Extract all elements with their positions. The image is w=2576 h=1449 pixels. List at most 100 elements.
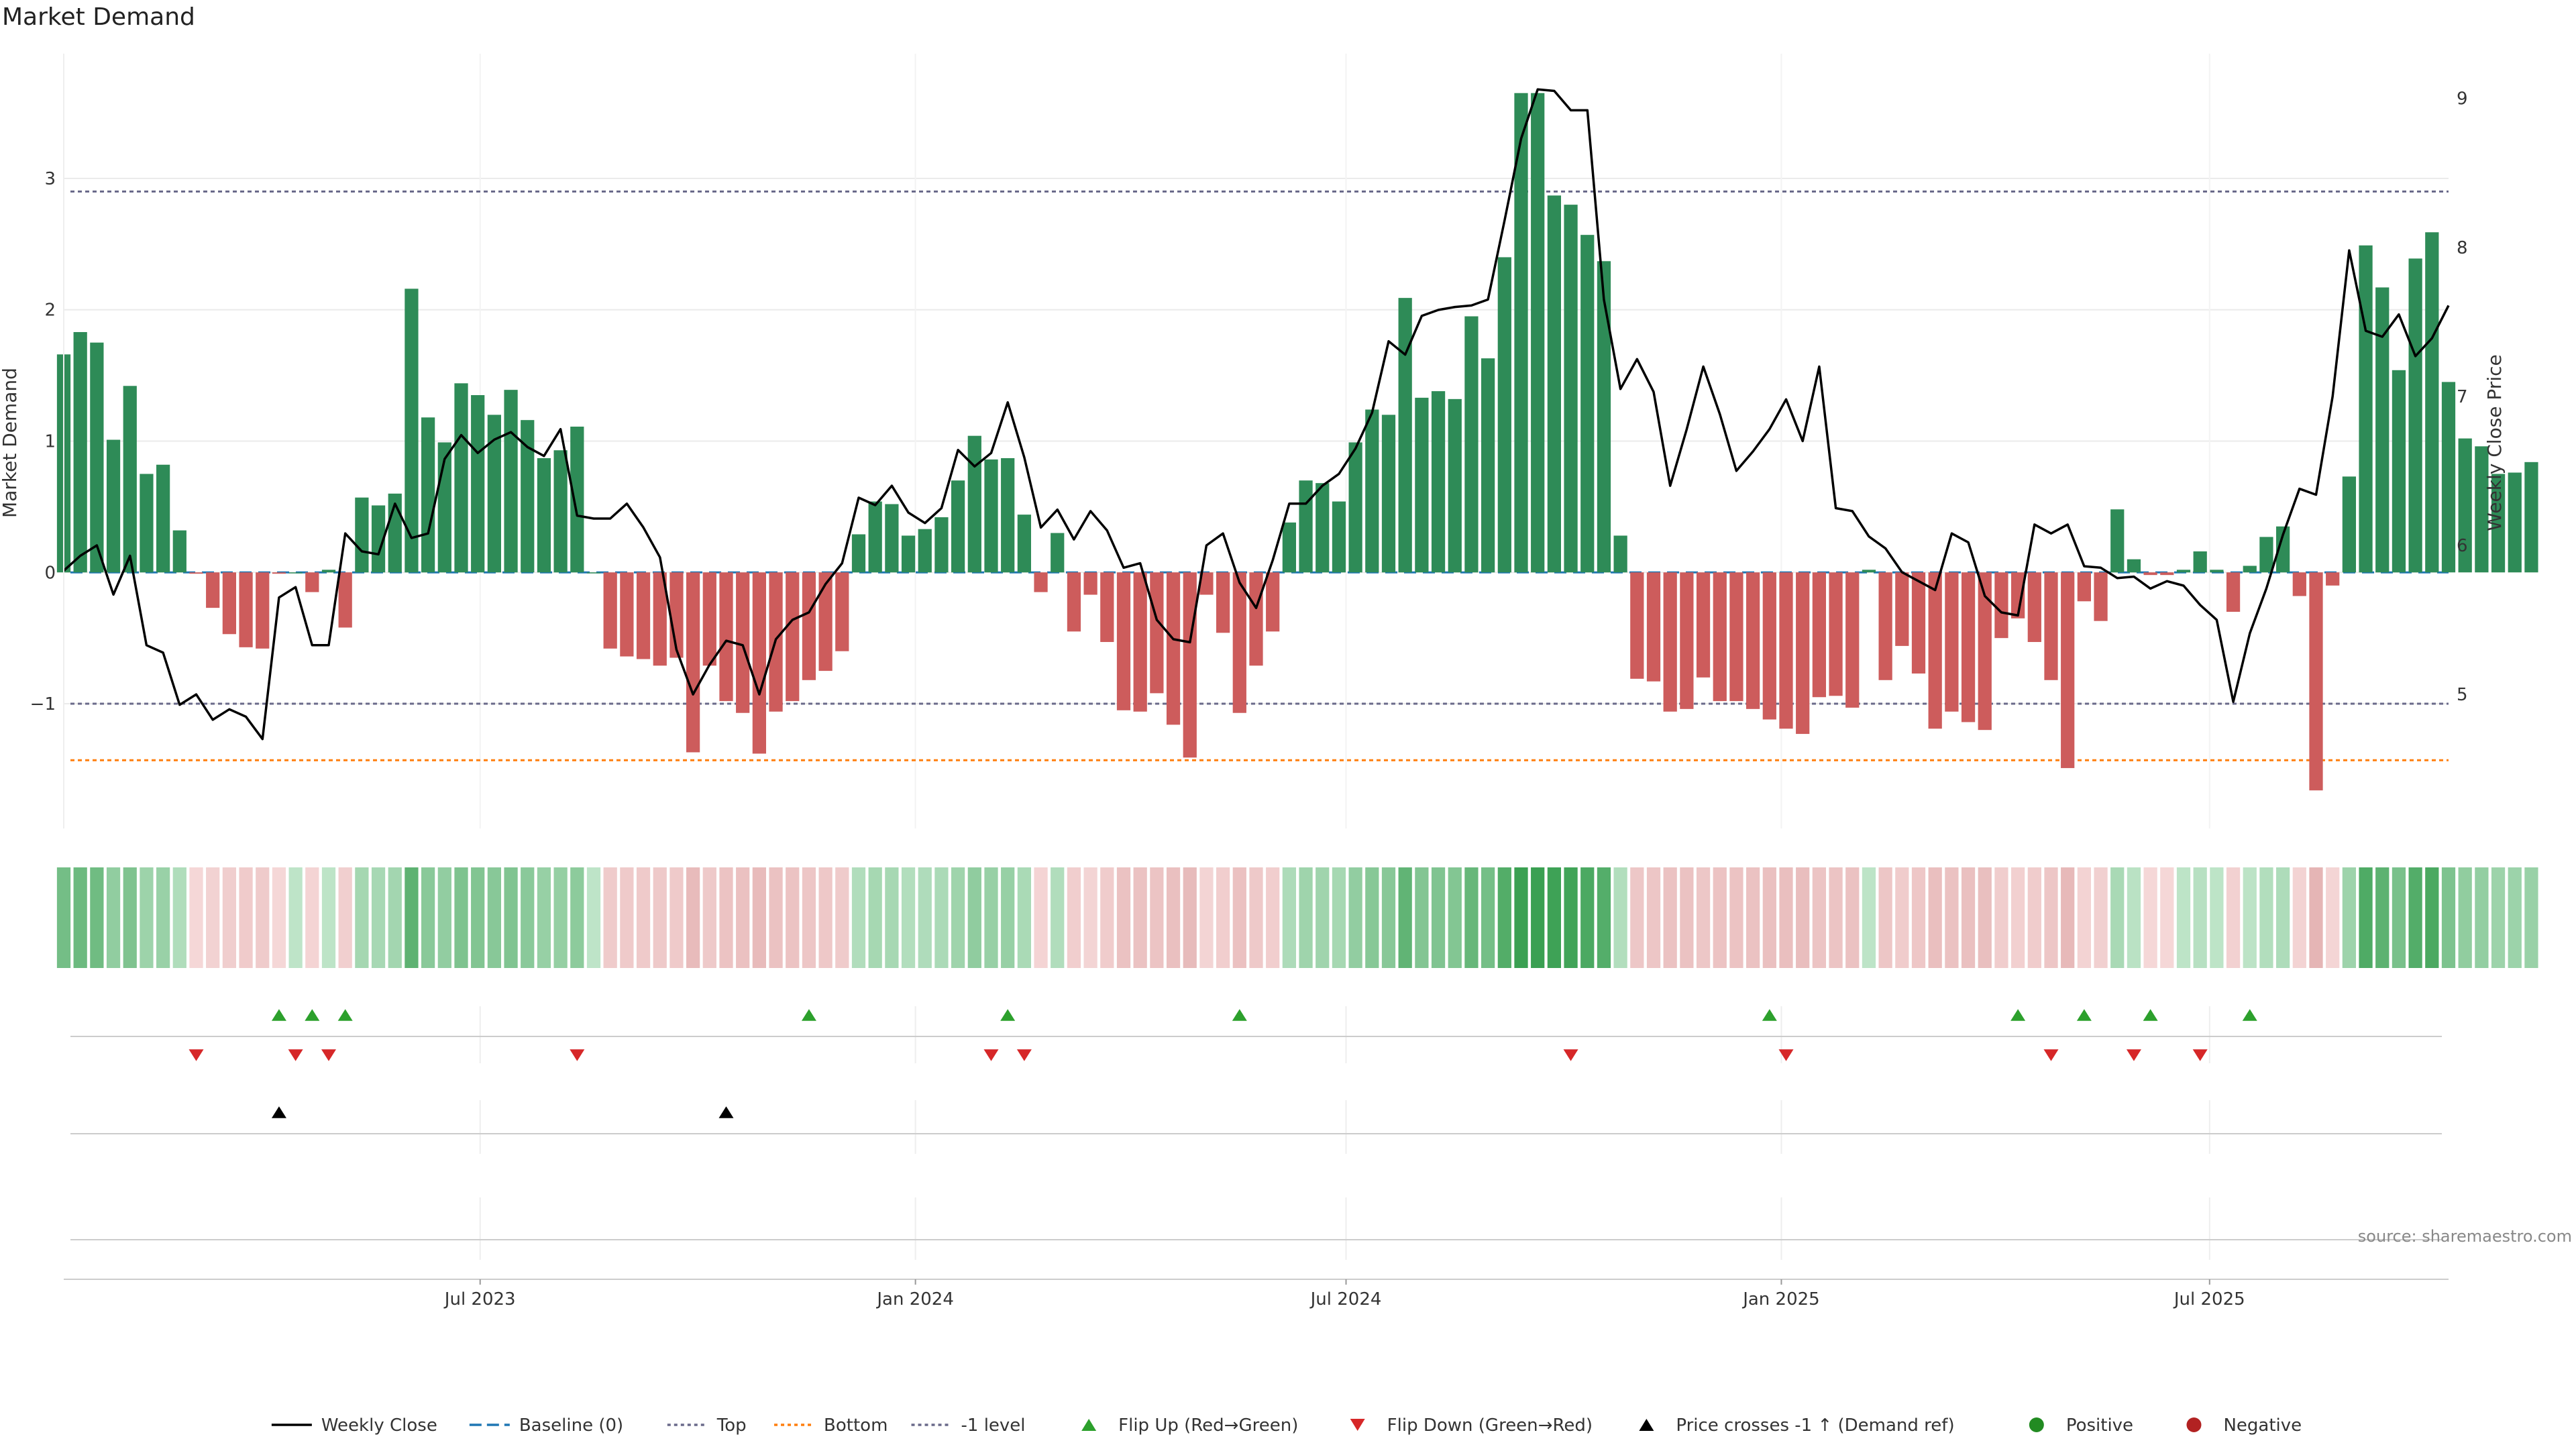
- strip-cell: [471, 867, 485, 968]
- demand-bar: [1646, 572, 1661, 682]
- strip-cell: [1531, 867, 1545, 968]
- legend: Weekly Close Baseline (0) Top Bottom -1 leve…: [271, 1415, 2302, 1436]
- flip-down-marker: [1016, 1049, 1032, 1061]
- strip-cell: [338, 867, 352, 968]
- strip-cell: [487, 867, 501, 968]
- strip-cell: [1067, 867, 1081, 968]
- demand-bar: [2176, 570, 2191, 573]
- x-tick-label: Jul 2023: [443, 1289, 516, 1309]
- demand-bar: [1381, 415, 1396, 573]
- weekly-close-line: [62, 88, 2450, 741]
- flip-down-marker: [2192, 1049, 2208, 1061]
- right-tick-label: 8: [2457, 238, 2468, 258]
- strip-cell: [2408, 867, 2422, 968]
- strip-cell: [786, 867, 800, 968]
- strip-cell: [1282, 867, 1296, 968]
- flip-down-marker: [570, 1049, 585, 1061]
- legend-item: Baseline (0): [469, 1415, 623, 1436]
- demand-bar: [1133, 572, 1147, 712]
- strip-cell: [2392, 867, 2406, 968]
- strip-cell: [1348, 867, 1362, 968]
- demand-bar: [1051, 533, 1065, 573]
- strip-cell: [2309, 867, 2323, 968]
- legend-label: Flip Down (Green→Red): [1387, 1415, 1593, 1436]
- demand-bar: [1829, 572, 1843, 696]
- strip-cell: [1762, 867, 1776, 968]
- strip-cell: [702, 867, 716, 968]
- demand-bar: [1232, 572, 1246, 713]
- flip-down-marker: [189, 1049, 204, 1061]
- strip-cell: [1100, 867, 1114, 968]
- legend-label: Price crosses -1 ↑ (Demand ref): [1676, 1415, 1954, 1436]
- demand-bar: [2491, 474, 2506, 573]
- demand-bar: [1779, 572, 1793, 729]
- flip-down-marker: [1778, 1049, 1794, 1061]
- demand-bar: [1017, 515, 1031, 573]
- strip-cell: [1431, 867, 1446, 968]
- demand-bar: [1166, 572, 1181, 725]
- demand-bar: [1762, 572, 1776, 720]
- demand-bar: [487, 415, 501, 573]
- demand-bar: [2292, 572, 2306, 596]
- price-cross-marker: [271, 1106, 286, 1118]
- demand-bar: [272, 572, 286, 574]
- strip-cell: [2508, 867, 2522, 968]
- demand-bar: [2110, 509, 2125, 573]
- demand-bar: [636, 572, 651, 659]
- strip-cell: [305, 867, 319, 968]
- demand-bar: [1729, 572, 1743, 702]
- price-cross-marker: [718, 1106, 734, 1118]
- flip-down-marker: [2043, 1049, 2059, 1061]
- legend-label: Bottom: [824, 1415, 888, 1436]
- strip-cell: [2176, 867, 2191, 968]
- flip-down-marker: [983, 1049, 999, 1061]
- strip-cell: [1199, 867, 1214, 968]
- strip-cell: [1232, 867, 1246, 968]
- demand-bar: [305, 572, 319, 592]
- strip-cell: [2127, 867, 2141, 968]
- strip-cell: [2359, 867, 2373, 968]
- demand-bar: [1348, 442, 1362, 573]
- flip-up-marker: [1000, 1009, 1016, 1021]
- strip-cell: [1928, 867, 1942, 968]
- demand-bar: [1796, 572, 1810, 735]
- strip-cell: [934, 867, 949, 968]
- demand-bar: [256, 572, 270, 649]
- demand-bar: [2226, 572, 2241, 612]
- strip-cell: [140, 867, 154, 968]
- strip-cell: [669, 867, 684, 968]
- demand-bar: [1812, 572, 1826, 698]
- strip-cell: [2375, 867, 2390, 968]
- strip-cell: [1116, 867, 1131, 968]
- flip-down-marker: [1563, 1049, 1578, 1061]
- strip-cell: [2491, 867, 2506, 968]
- demand-bar: [918, 529, 932, 573]
- demand-bar: [1514, 93, 1528, 573]
- demand-bar: [2458, 438, 2472, 573]
- strip-cell: [1878, 867, 1892, 968]
- demand-bar: [2375, 287, 2390, 573]
- demand-bar: [570, 426, 584, 573]
- strip-cell: [239, 867, 253, 968]
- flip-down-marker: [288, 1049, 303, 1061]
- demand-bar: [1497, 257, 1511, 573]
- legend-label: -1 level: [961, 1415, 1026, 1436]
- demand-bar: [1663, 572, 1677, 712]
- strip-cell: [1663, 867, 1677, 968]
- demand-bar: [2044, 572, 2058, 680]
- legend-item: Flip Down (Green→Red): [1350, 1415, 1593, 1436]
- legend-item: -1 level: [911, 1415, 1026, 1436]
- demand-bar: [1116, 572, 1131, 710]
- right-tick-label: 5: [2457, 685, 2468, 705]
- strip-cell: [1398, 867, 1412, 968]
- demand-bar: [736, 572, 750, 713]
- strip-cell: [355, 867, 369, 968]
- demand-bar: [1564, 205, 1578, 573]
- strip-cell: [1713, 867, 1727, 968]
- strip-cell: [586, 867, 601, 968]
- demand-bar: [818, 572, 833, 672]
- strip-cell: [553, 867, 568, 968]
- demand-bar: [1746, 572, 1760, 709]
- strip-cell: [2210, 867, 2224, 968]
- demand-bar: [2160, 572, 2174, 576]
